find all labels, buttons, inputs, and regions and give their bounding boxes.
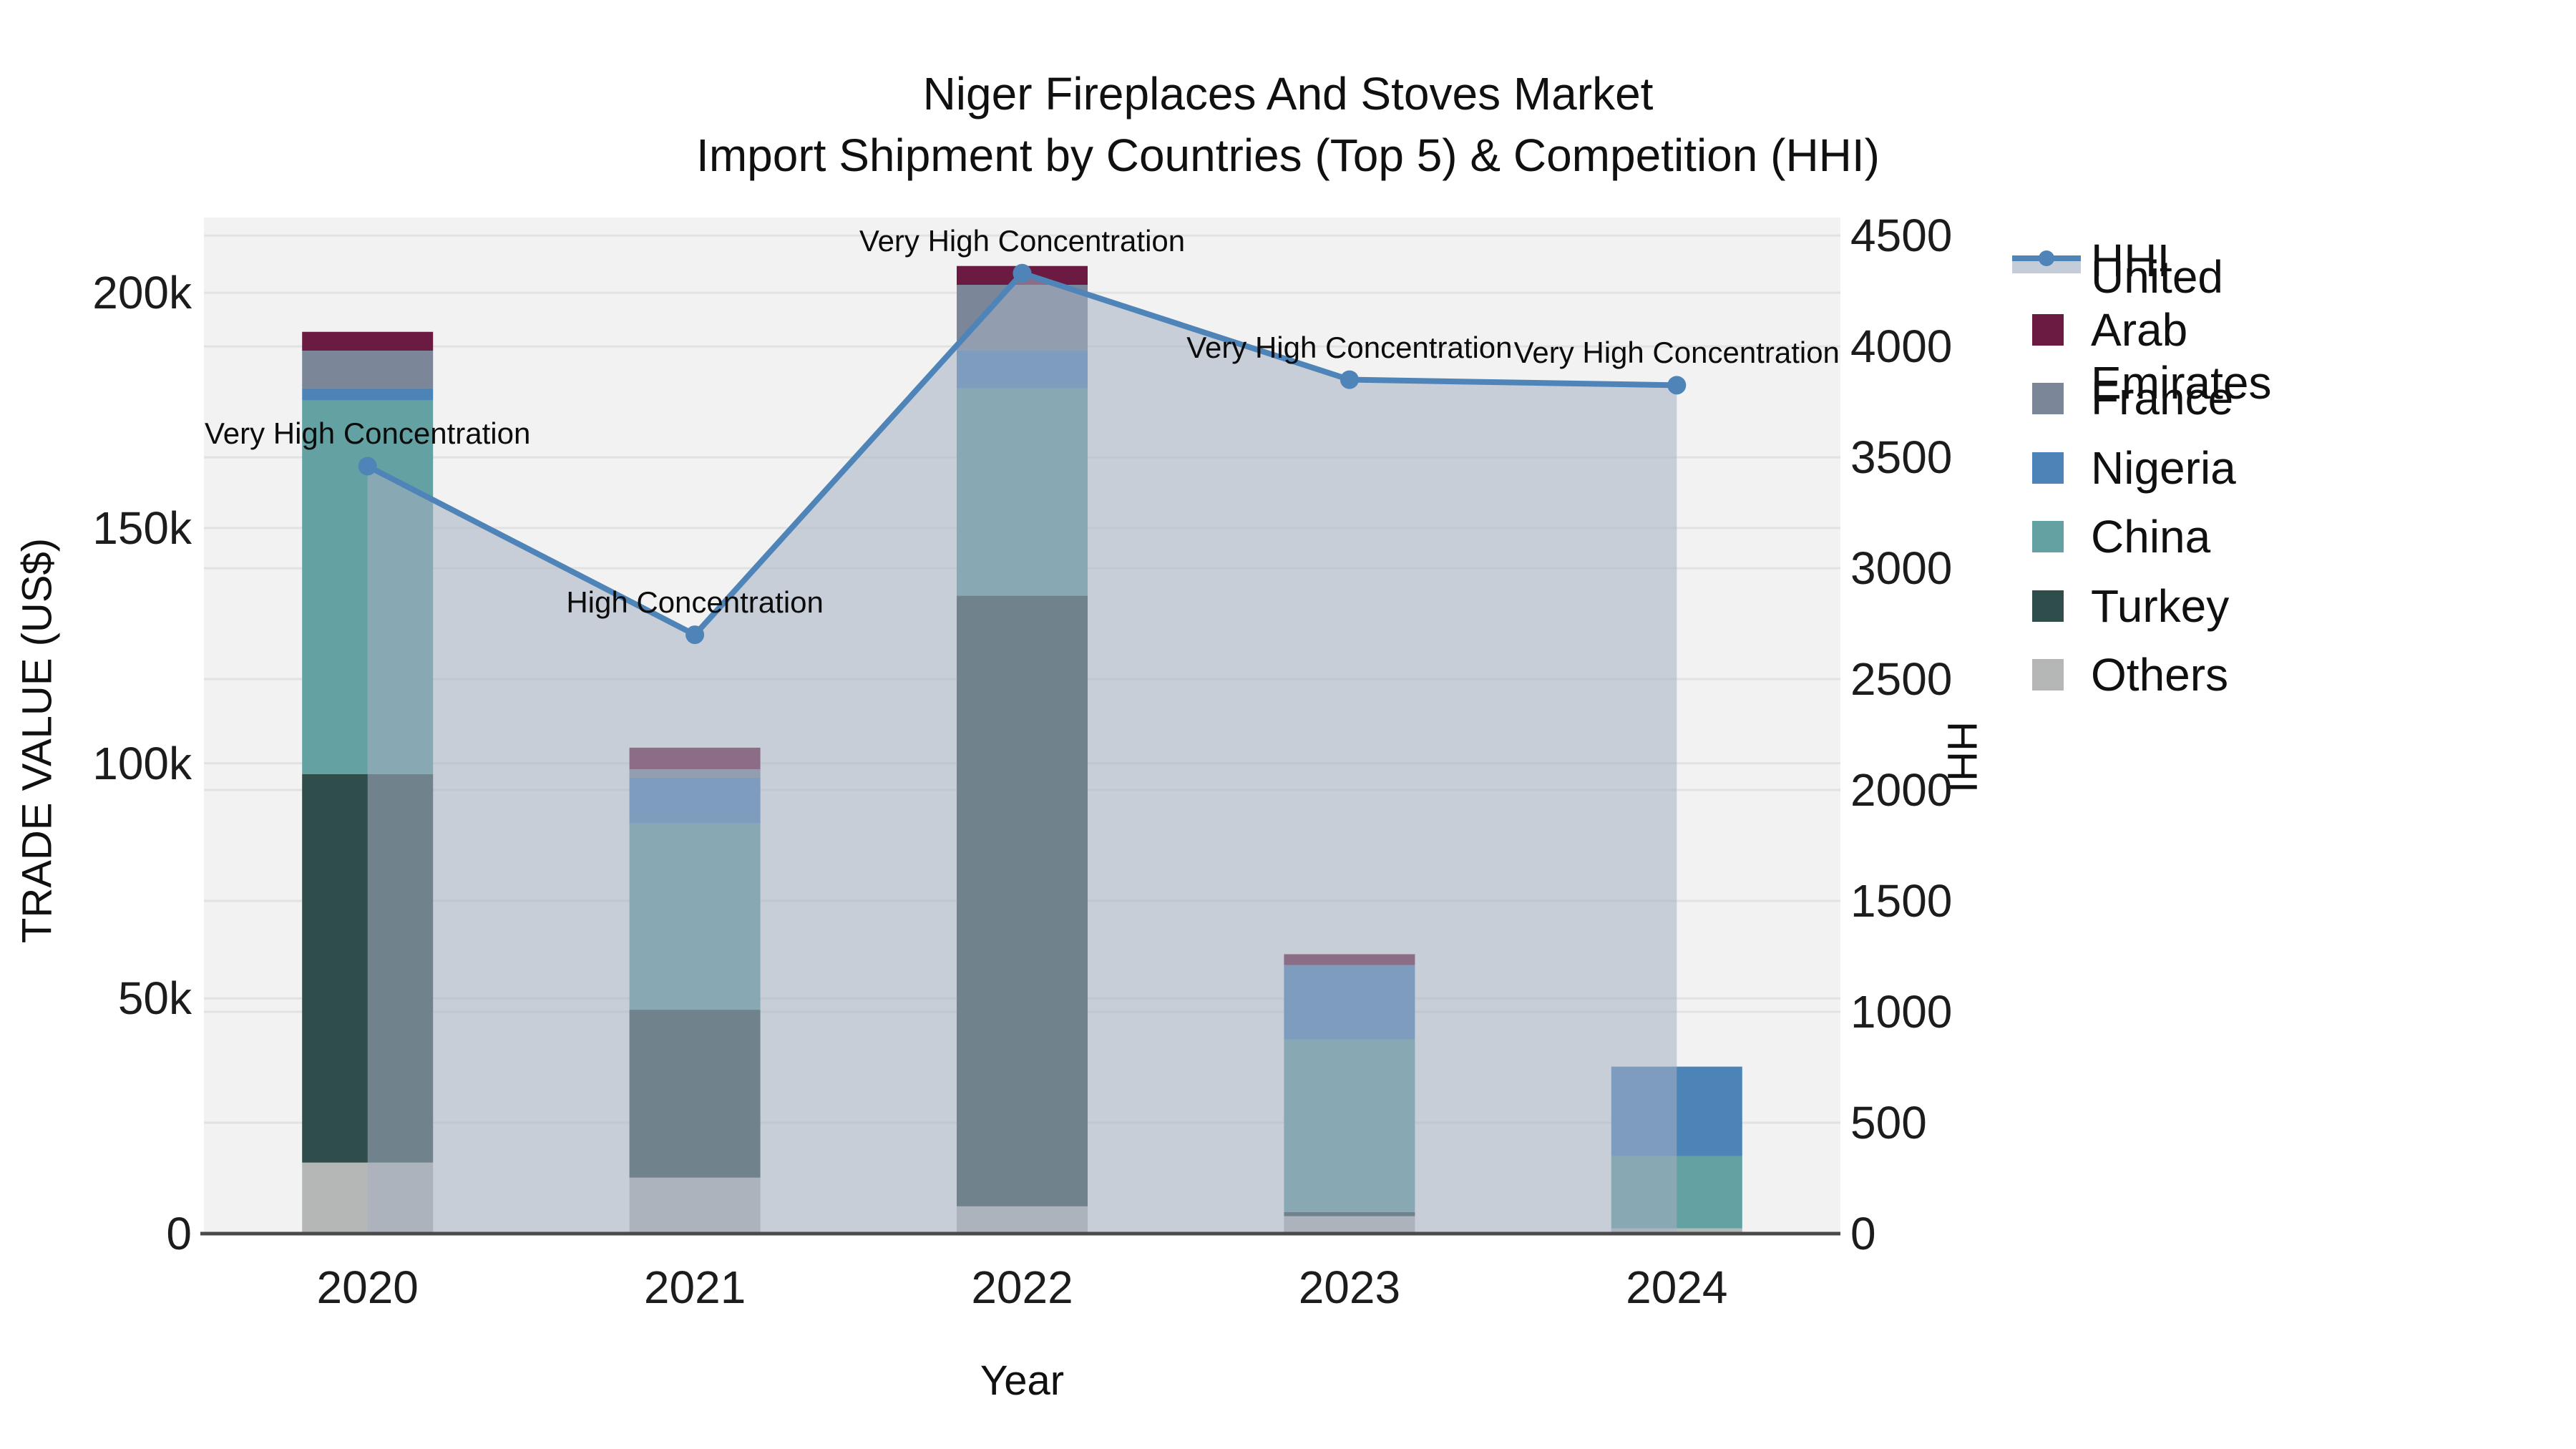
legend-label: Nigeria bbox=[2091, 441, 2236, 494]
y-left-tick-0: 0 bbox=[166, 1208, 192, 1259]
y-left-tick-150k: 150k bbox=[92, 502, 192, 554]
annotation-2020: Very High Concentration bbox=[205, 416, 531, 451]
legend-swatch-others bbox=[2032, 659, 2064, 691]
legend-item-france[interactable]: France bbox=[2012, 364, 2233, 433]
y-right-tick-3000: 3000 bbox=[1850, 542, 1953, 595]
y-right-tick-3500: 3500 bbox=[1850, 431, 1953, 484]
bar-segment-nigeria-2020[interactable] bbox=[302, 388, 434, 401]
hhi-marker-2024[interactable] bbox=[1667, 376, 1687, 395]
y-right-tick-1000: 1000 bbox=[1850, 986, 1953, 1038]
x-tick-2024: 2024 bbox=[1626, 1262, 1728, 1313]
legend-item-nigeria[interactable]: Nigeria bbox=[2012, 434, 2236, 502]
annotation-2022: Very High Concentration bbox=[859, 223, 1186, 258]
legend-swatch-nigeria bbox=[2032, 452, 2064, 484]
chart-title-line2: Import Shipment by Countries (Top 5) & C… bbox=[696, 130, 1880, 181]
legend-label: Others bbox=[2091, 649, 2229, 701]
x-tick-2020: 2020 bbox=[316, 1262, 419, 1313]
annotation-2023: Very High Concentration bbox=[1186, 330, 1513, 364]
y-right-tick-2000: 2000 bbox=[1850, 764, 1953, 816]
hhi-area-fill bbox=[367, 273, 1677, 1234]
legend-item-china[interactable]: China bbox=[2012, 502, 2210, 571]
x-tick-2022: 2022 bbox=[971, 1262, 1073, 1313]
y-left-tick-100k: 100k bbox=[92, 737, 192, 789]
legend-label: United Arab Emirates bbox=[2091, 250, 2272, 409]
x-axis-title: Year bbox=[980, 1357, 1065, 1404]
y-right-tick-2500: 2500 bbox=[1850, 653, 1953, 706]
legend-swatch-france bbox=[2032, 383, 2064, 414]
legend-swatch-united-arab-emirates bbox=[2032, 313, 2064, 346]
hhi-marker-2021[interactable] bbox=[686, 625, 705, 645]
y-left-tick-50k: 50k bbox=[117, 972, 192, 1025]
legend-label: China bbox=[2091, 511, 2211, 562]
annotation-2024: Very High Concentration bbox=[1513, 336, 1840, 370]
left-axis-title: TRADE VALUE (US$) bbox=[14, 537, 61, 944]
legend-swatch-turkey bbox=[2032, 590, 2064, 622]
hhi-marker-2023[interactable] bbox=[1340, 370, 1359, 389]
y-right-tick-500: 500 bbox=[1850, 1097, 1927, 1148]
hhi-marker-2022[interactable] bbox=[1013, 263, 1032, 283]
legend-item-turkey[interactable]: Turkey bbox=[2012, 572, 2229, 640]
chart-title: Niger Fireplaces And Stoves Market Impor… bbox=[0, 63, 2576, 186]
y-left-tick-200k: 200k bbox=[92, 267, 192, 319]
legend-item-others[interactable]: Others bbox=[2012, 640, 2228, 709]
legend-swatch-china bbox=[2032, 521, 2064, 552]
x-tick-2021: 2021 bbox=[643, 1262, 746, 1313]
y-right-tick-4000: 4000 bbox=[1850, 321, 1953, 373]
legend-item-united-arab-emirates[interactable]: United Arab Emirates bbox=[2012, 251, 2272, 409]
hhi-line-swatch bbox=[2012, 245, 2081, 276]
y-right-tick-1500: 1500 bbox=[1850, 875, 1953, 927]
legend-item-hhi[interactable]: HHI bbox=[2012, 226, 2170, 295]
chart-title-line1: Niger Fireplaces And Stoves Market bbox=[922, 68, 1654, 119]
y-right-tick-4500: 4500 bbox=[1850, 210, 1953, 262]
hhi-marker-2020[interactable] bbox=[358, 457, 377, 476]
x-tick-2023: 2023 bbox=[1298, 1262, 1401, 1313]
legend-label: Turkey bbox=[2091, 580, 2230, 632]
y-right-tick-0: 0 bbox=[1850, 1208, 1876, 1259]
legend-label: France bbox=[2091, 373, 2234, 424]
bar-segment-united-arab-emirates-2020[interactable] bbox=[302, 331, 434, 351]
legend-label: HHI bbox=[2091, 235, 2170, 286]
bar-segment-france-2020[interactable] bbox=[302, 351, 434, 389]
annotation-2021: High Concentration bbox=[566, 585, 824, 620]
